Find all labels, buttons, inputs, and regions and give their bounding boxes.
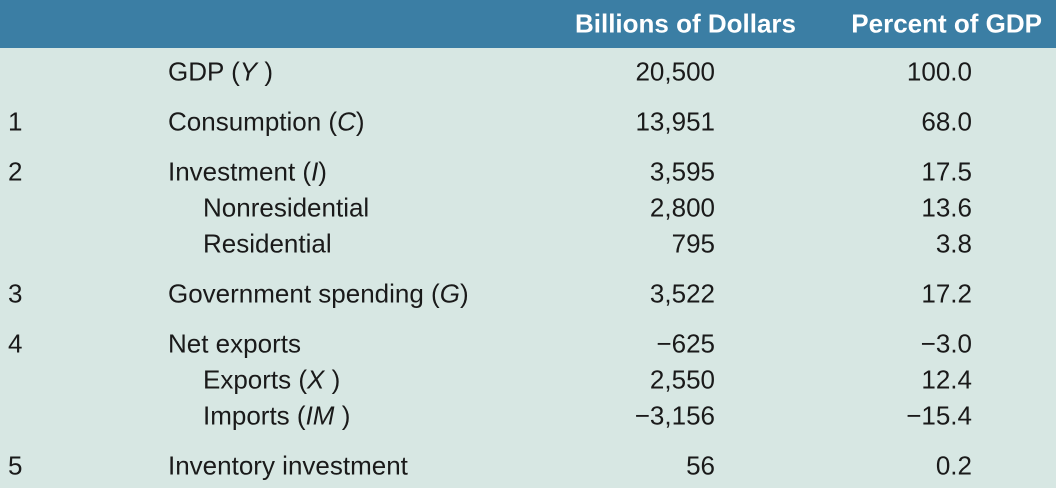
row-number: 4 [8, 328, 23, 359]
percent-cell: 17.5 [921, 156, 972, 187]
billions-cell: −3,156 [634, 400, 715, 431]
billions-cell: 2,550 [649, 364, 715, 395]
row-label: Government spending (G) [168, 278, 469, 309]
row-number: 3 [8, 278, 23, 309]
percent-cell: 0.2 [935, 450, 972, 481]
row-label: Net exports [168, 328, 301, 359]
row-label: GDP (Y ) [168, 56, 273, 87]
sub-label: Exports (X ) [203, 364, 341, 395]
row-number: 2 [8, 156, 23, 187]
percent-cell: 17.2 [921, 278, 972, 309]
percent-cell: −15.4 [906, 400, 972, 431]
row-label: Consumption (C) [168, 106, 365, 137]
row-number: 5 [8, 450, 23, 481]
sub-label: Nonresidential [203, 192, 370, 223]
column-header: Billions of Dollars [574, 8, 796, 39]
percent-cell: 100.0 [906, 56, 972, 87]
billions-cell: 56 [686, 450, 715, 481]
billions-cell: 20,500 [635, 56, 715, 87]
percent-cell: 13.6 [921, 192, 972, 223]
percent-cell: 12.4 [921, 364, 972, 395]
row-number: 1 [8, 106, 23, 137]
sub-label: Residential [203, 228, 332, 259]
percent-cell: 3.8 [935, 228, 972, 259]
billions-cell: 795 [671, 228, 715, 259]
billions-cell: −625 [656, 328, 715, 359]
percent-cell: 68.0 [921, 106, 972, 137]
row-label: Investment (I) [168, 156, 327, 187]
billions-cell: 3,522 [649, 278, 715, 309]
percent-cell: −3.0 [920, 328, 972, 359]
row-label: Inventory investment [168, 450, 408, 481]
sub-label: Imports (IM ) [203, 400, 351, 431]
billions-cell: 2,800 [649, 192, 715, 223]
billions-cell: 13,951 [635, 106, 715, 137]
header-bar: Billions of Dollars Percent of GDP [0, 0, 1056, 48]
column-header: Percent of GDP [851, 8, 1042, 39]
billions-cell: 3,595 [649, 156, 715, 187]
